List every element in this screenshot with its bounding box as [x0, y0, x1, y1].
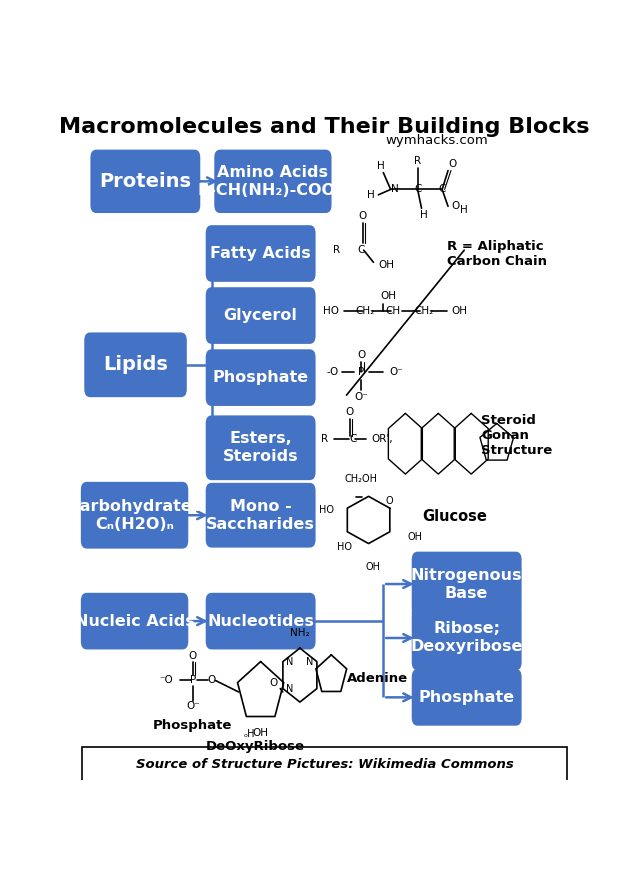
- FancyBboxPatch shape: [81, 482, 188, 548]
- FancyBboxPatch shape: [411, 552, 522, 617]
- Text: P: P: [358, 366, 365, 377]
- Text: N: N: [286, 683, 294, 694]
- Text: O: O: [346, 407, 354, 417]
- Text: O⁻: O⁻: [390, 366, 403, 377]
- Text: OR',: OR',: [371, 434, 392, 444]
- Text: OH: OH: [252, 728, 268, 738]
- Text: H: H: [460, 205, 468, 215]
- Text: R: R: [334, 245, 341, 255]
- Text: N: N: [391, 185, 398, 194]
- Text: Amino Acids
R-CH(NH₂)-COOH: Amino Acids R-CH(NH₂)-COOH: [197, 165, 349, 198]
- Text: Glycerol: Glycerol: [223, 308, 298, 323]
- Text: C: C: [349, 434, 356, 444]
- Text: Source of Structure Pictures: Wikimedia Commons: Source of Structure Pictures: Wikimedia …: [135, 758, 513, 771]
- Text: OH: OH: [408, 532, 423, 542]
- FancyBboxPatch shape: [82, 747, 567, 781]
- Text: O: O: [357, 350, 365, 360]
- Text: Fatty Acids: Fatty Acids: [210, 246, 311, 261]
- Text: Glucose: Glucose: [423, 509, 487, 524]
- Text: H: H: [367, 190, 375, 200]
- Text: ⁻O: ⁻O: [160, 675, 173, 686]
- Text: ₒH: ₒH: [244, 730, 255, 739]
- Text: O⁻: O⁻: [186, 701, 200, 711]
- FancyBboxPatch shape: [206, 287, 316, 344]
- Text: N: N: [286, 657, 294, 667]
- Text: DeOxyRibose: DeOxyRibose: [206, 740, 305, 753]
- FancyBboxPatch shape: [206, 483, 316, 548]
- FancyBboxPatch shape: [411, 605, 522, 670]
- Text: Ribose;
Deoxyribose: Ribose; Deoxyribose: [410, 621, 523, 654]
- Text: Macromolecules and Their Building Blocks: Macromolecules and Their Building Blocks: [59, 117, 590, 138]
- Text: O: O: [208, 675, 216, 686]
- Text: R: R: [321, 434, 329, 444]
- Text: Phosphate: Phosphate: [418, 689, 515, 705]
- Text: OH: OH: [366, 562, 381, 572]
- Text: Nucleotides: Nucleotides: [207, 613, 314, 629]
- Text: C: C: [358, 245, 365, 255]
- Text: H: H: [420, 210, 428, 220]
- Text: Adenine: Adenine: [346, 672, 408, 685]
- Text: H: H: [377, 161, 385, 171]
- Text: CH₂: CH₂: [414, 306, 433, 316]
- Text: CH: CH: [385, 306, 401, 316]
- Text: HO: HO: [323, 306, 339, 316]
- Text: N: N: [306, 657, 313, 667]
- Text: Mono -
Saccharides: Mono - Saccharides: [206, 498, 315, 532]
- Text: O: O: [451, 201, 460, 211]
- FancyBboxPatch shape: [206, 593, 316, 649]
- FancyBboxPatch shape: [91, 150, 200, 213]
- Text: O⁻: O⁻: [354, 392, 368, 402]
- Text: O: O: [385, 497, 393, 506]
- FancyBboxPatch shape: [206, 350, 316, 406]
- FancyBboxPatch shape: [81, 593, 188, 649]
- Text: R: R: [414, 156, 421, 166]
- Text: HO: HO: [337, 542, 351, 552]
- Text: NH₂: NH₂: [290, 628, 310, 639]
- Text: OH: OH: [381, 291, 397, 301]
- Text: Nitrogenous
Base: Nitrogenous Base: [411, 568, 522, 601]
- Text: wymhacks.com: wymhacks.com: [386, 134, 489, 146]
- Text: Lipids: Lipids: [103, 356, 168, 374]
- FancyBboxPatch shape: [206, 225, 316, 282]
- Text: Steroid
Gonan
Structure: Steroid Gonan Structure: [481, 414, 553, 457]
- Text: O: O: [189, 651, 197, 661]
- Text: Esters,
Steroids: Esters, Steroids: [223, 431, 298, 464]
- Text: Phosphate: Phosphate: [213, 371, 309, 385]
- FancyBboxPatch shape: [206, 415, 316, 480]
- Text: OH: OH: [379, 260, 394, 270]
- Text: R = Aliphatic
Carbon Chain: R = Aliphatic Carbon Chain: [447, 239, 547, 267]
- Text: P: P: [190, 675, 196, 686]
- Text: CH₂: CH₂: [355, 306, 374, 316]
- Text: Nucleic Acids: Nucleic Acids: [75, 613, 194, 629]
- Text: Carbohydrates
Cₙ(H2O)ₙ: Carbohydrates Cₙ(H2O)ₙ: [68, 498, 201, 532]
- Text: Phosphate: Phosphate: [153, 719, 232, 732]
- Text: C: C: [414, 185, 422, 194]
- FancyBboxPatch shape: [84, 332, 187, 397]
- Text: O: O: [358, 211, 367, 222]
- Text: Proteins: Proteins: [99, 172, 191, 191]
- FancyBboxPatch shape: [215, 150, 332, 213]
- Text: C: C: [439, 185, 446, 194]
- Text: O: O: [449, 159, 457, 169]
- Text: CH₂OH: CH₂OH: [345, 475, 378, 484]
- Text: O: O: [270, 678, 278, 688]
- Text: HO: HO: [319, 505, 334, 515]
- Text: OH: OH: [451, 306, 467, 316]
- Text: -O: -O: [327, 366, 339, 377]
- FancyBboxPatch shape: [411, 669, 522, 725]
